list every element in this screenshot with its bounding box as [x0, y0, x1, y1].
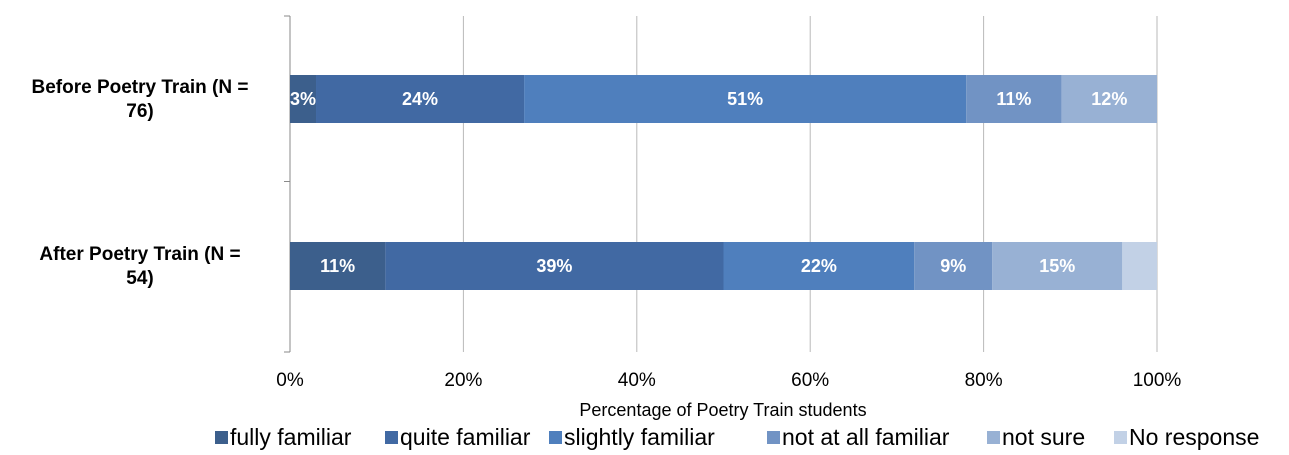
legend-swatch — [549, 431, 562, 444]
legend-label: quite familiar — [400, 424, 531, 450]
bar-segment — [290, 242, 386, 290]
gridlines — [462, 16, 1158, 352]
legend-swatch — [385, 431, 398, 444]
legend-swatch — [767, 431, 780, 444]
legend-swatch — [1114, 431, 1127, 444]
data-label: 39% — [536, 256, 572, 276]
legend-swatch — [987, 431, 1000, 444]
data-label: 12% — [1091, 89, 1127, 109]
data-label: 3% — [290, 89, 316, 109]
data-label: 15% — [1039, 256, 1075, 276]
bar-segment — [316, 75, 525, 123]
category-label-line: 54) — [126, 268, 153, 289]
bar-segment — [290, 75, 317, 123]
x-tick-label: 40% — [618, 370, 656, 391]
category-labels: Before Poetry Train (N = 76) After Poetry … — [32, 77, 249, 289]
data-label: 51% — [727, 89, 763, 109]
legend-label: No response — [1129, 424, 1259, 450]
legend-label: slightly familiar — [564, 424, 715, 450]
data-label: 11% — [320, 256, 355, 276]
data-label: 22% — [801, 256, 837, 276]
category-label: After Poetry Train (N = 54) — [39, 244, 240, 289]
legend: fully familiar quite familiar slightly fam… — [215, 424, 1259, 450]
legend-swatch — [215, 431, 228, 444]
axes — [284, 15, 291, 353]
bar-segment — [914, 242, 993, 290]
bar-segment — [966, 75, 1062, 123]
x-tick-label: 80% — [965, 370, 1003, 391]
data-labels: 3% 24% 51% 11% 12% 11% 39% 22% 9% 15% — [290, 89, 1127, 276]
bar-segment — [992, 242, 1123, 290]
category-label: Before Poetry Train (N = 76) — [32, 77, 249, 122]
x-tick-label: 100% — [1133, 370, 1182, 391]
x-tick-label: 0% — [276, 370, 304, 391]
bar-segment — [1122, 242, 1157, 290]
bar-segment — [723, 242, 915, 290]
bar-segment — [1061, 75, 1157, 123]
data-label: 24% — [402, 89, 438, 109]
data-label: 11% — [996, 89, 1031, 109]
legend-label: not sure — [1002, 424, 1085, 450]
legend-label: fully familiar — [230, 424, 352, 450]
bars — [290, 75, 1157, 290]
legend-label: not at all familiar — [782, 424, 950, 450]
data-label: 9% — [940, 256, 966, 276]
bar-segment — [385, 242, 724, 290]
bar-segment — [524, 75, 967, 123]
x-tick-label: 60% — [791, 370, 829, 391]
category-label-line: After Poetry Train (N = — [39, 244, 240, 265]
x-axis-title: Percentage of Poetry Train students — [579, 400, 866, 420]
x-tick-label: 20% — [444, 370, 482, 391]
x-tick-labels: 0% 20% 40% 60% 80% 100% — [276, 370, 1181, 391]
category-label-line: Before Poetry Train (N = — [32, 77, 249, 98]
category-label-line: 76) — [126, 101, 153, 122]
